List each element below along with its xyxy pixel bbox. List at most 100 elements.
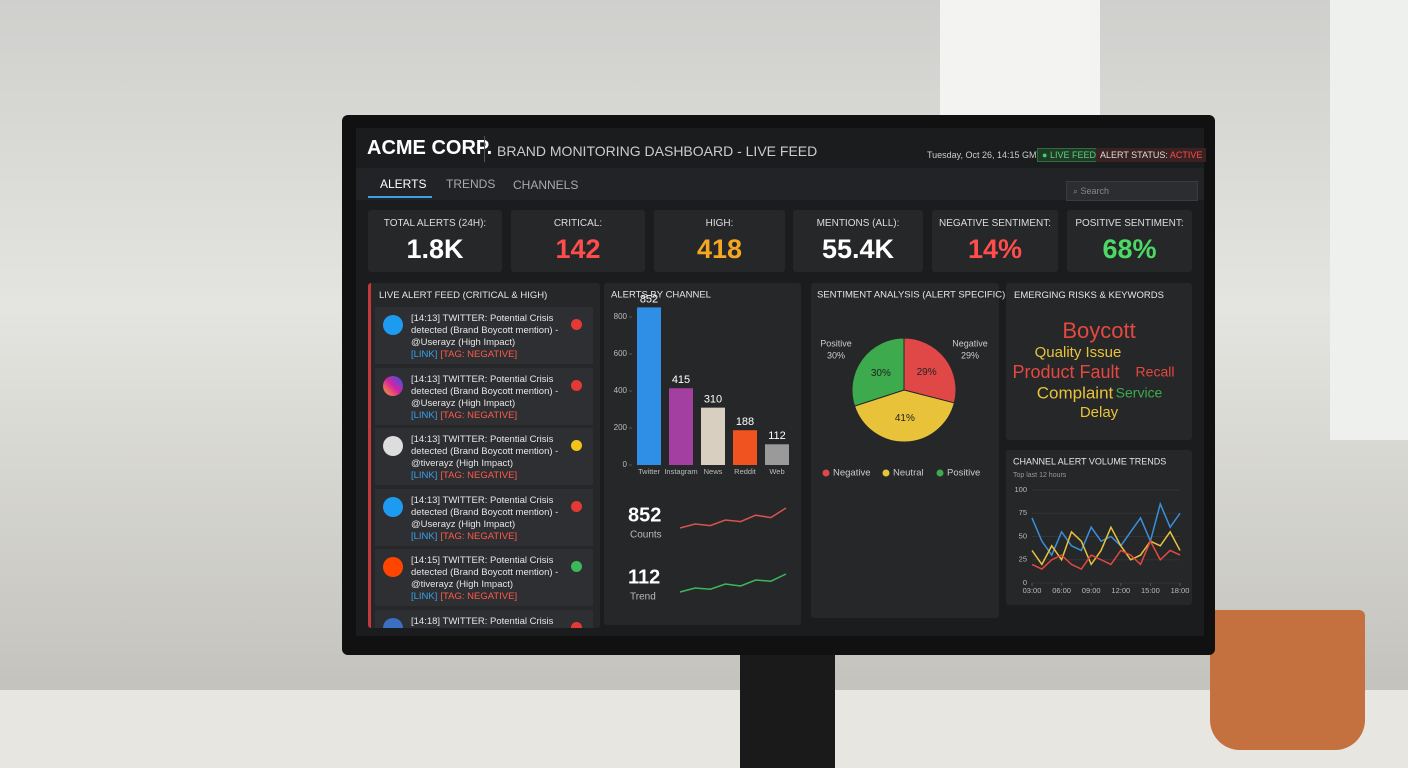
outer-label: Positive <box>820 338 852 348</box>
bar <box>701 407 725 465</box>
channel-icon <box>383 436 403 456</box>
kpi-label: TOTAL ALERTS (24H): <box>383 218 487 229</box>
feed-text: [14:13] TWITTER: Potential Crisis detecte… <box>411 495 571 543</box>
tab[interactable]: TRENDS <box>446 177 496 191</box>
channel-icon <box>383 617 403 628</box>
feed-text: [14:13] TWITTER: Potential Crisis detecte… <box>411 434 571 482</box>
stat-value: 112 <box>628 566 660 588</box>
panel-title: CHANNEL ALERT VOLUME TRENDS <box>1013 456 1166 466</box>
stat-label: Counts <box>630 530 662 541</box>
kpi-card: TOTAL ALERTS (24H): 1.8K <box>368 210 502 272</box>
status-badge: ALERT STATUS: ACTIVE <box>1096 148 1207 162</box>
y-tick-label: 75 <box>1019 508 1027 517</box>
bar <box>637 307 661 465</box>
value-label: 188 <box>736 416 754 428</box>
feed-link[interactable]: [LINK] <box>411 530 438 542</box>
live-text: LIVE FEED <box>1049 150 1096 160</box>
legend-label: Positive <box>947 468 980 479</box>
feed-link[interactable]: [LINK] <box>411 470 438 481</box>
feed-tag: [TAG: NEGATIVE] <box>440 530 518 542</box>
kpi-value: 68% <box>1102 234 1157 264</box>
series-line <box>1031 501 1181 557</box>
tab[interactable]: ALERTS <box>380 177 427 191</box>
kpi-label: CRITICAL: <box>553 218 603 229</box>
feed-line: [14:18] TWITTER: Potential Crisis <box>411 615 554 627</box>
feed-item: [14:18] TWITTER: Potential Crisisdetecte… <box>375 609 593 629</box>
divider <box>484 136 485 162</box>
stat-label: Trend <box>630 592 656 603</box>
feed-tags: [LINK] [TAG: NEGATIVE] <box>411 410 571 422</box>
slice-label: 29% <box>917 367 937 378</box>
status-icon <box>571 319 582 330</box>
feed-line: [14:13] TWITTER: Potential Crisis <box>411 313 554 324</box>
channel-icon <box>383 375 403 396</box>
plant-pot <box>1210 610 1365 750</box>
feed-line: detected (Brand Boycott mention) - <box>411 325 559 336</box>
x-tick-label: Web <box>769 467 784 476</box>
stat-value: 852 <box>628 504 661 526</box>
kpi-label: HIGH: <box>705 218 734 229</box>
kpi-label: MENTIONS (ALL): <box>816 218 900 229</box>
feed-link[interactable]: [LINK] <box>411 591 438 602</box>
kpi-card: NEGATIVE SENTIMENT: 14% <box>932 210 1058 272</box>
status-value: ACTIVE <box>1169 150 1203 160</box>
window-light <box>1330 0 1408 440</box>
tab[interactable]: CHANNELS <box>513 178 579 192</box>
y-tick-label: 400 <box>614 386 628 395</box>
feed-link[interactable]: [LINK] <box>411 349 438 360</box>
x-tick-label: 15:00 <box>1141 586 1160 595</box>
pie-slice <box>903 337 957 404</box>
feed-tag: [TAG: NEGATIVE] <box>440 349 518 360</box>
keyword: Boycott <box>1062 318 1135 343</box>
x-tick-label: Twitter <box>638 467 661 476</box>
sparkline <box>679 507 787 529</box>
outer-value: 29% <box>961 350 979 360</box>
channel-icon <box>383 496 403 517</box>
panel-title: LIVE ALERT FEED (CRITICAL & HIGH) <box>379 290 548 301</box>
feed-line: detected (Brand Boycott mention) - <box>411 628 571 629</box>
tab-underline <box>368 196 432 198</box>
live-badge: ● LIVE FEED <box>1037 148 1101 162</box>
feed-text: [14:15] TWITTER: Potential Crisis detecte… <box>411 555 571 603</box>
keyword: Complaint <box>1037 383 1114 402</box>
bar <box>733 430 757 465</box>
feed-tag: [TAG: NEGATIVE] <box>440 409 518 421</box>
x-tick-label: 18:00 <box>1171 586 1190 595</box>
kpi-value: 14% <box>967 234 1023 264</box>
y-tick-label: 200 <box>614 423 628 432</box>
feed-line: @tiverayz (High Impact) <box>411 458 514 469</box>
search-box[interactable]: ⌕ Search <box>1066 181 1198 201</box>
value-label: 112 <box>768 430 786 442</box>
x-tick-label: Instagram <box>664 467 697 476</box>
feed-tag: [TAG: NEGATIVE] <box>440 591 518 602</box>
kpi-card: MENTIONS (ALL): 55.4K <box>793 210 923 272</box>
status-icon <box>571 621 582 628</box>
keyword: Delay <box>1080 404 1119 421</box>
feed-text: [14:18] TWITTER: Potential Crisisdetecte… <box>411 616 571 629</box>
feed-line: detected (Brand Boycott mention) - <box>411 446 559 457</box>
feed-line: [14:13] TWITTER: Potential Crisis <box>411 373 554 385</box>
panel-title: ALERTS BY CHANNEL <box>611 290 711 301</box>
feed-tags: [LINK] [TAG: NEGATIVE] <box>411 470 571 482</box>
y-tick-label: 800 <box>614 312 628 321</box>
sparkline <box>679 573 787 593</box>
feed-link[interactable]: [LINK] <box>411 409 438 421</box>
feed-tags: [LINK] [TAG: NEGATIVE] <box>411 349 571 361</box>
feed-tag: [TAG: NEGATIVE] <box>440 470 518 481</box>
kpi-card: HIGH: 418 <box>654 210 785 272</box>
datetime: Tuesday, Oct 26, 14:15 GMT <box>927 150 1043 160</box>
pie-slice <box>851 337 905 407</box>
outer-value: 30% <box>827 350 845 360</box>
feed-line: @Userayz (High Impact) <box>411 337 516 348</box>
tab-bar <box>356 168 1204 200</box>
panel-title: EMERGING RISKS & KEYWORDS <box>1014 290 1164 301</box>
kpi-value: 1.8K <box>406 234 464 264</box>
feed-tags: [LINK] [TAG: NEGATIVE] <box>411 591 571 603</box>
x-tick-label: 09:00 <box>1082 586 1101 595</box>
keyword: Recall <box>1136 364 1175 380</box>
status-icon <box>571 379 582 391</box>
x-tick-label: 06:00 <box>1052 586 1071 595</box>
legend-label: Neutral <box>893 468 924 479</box>
